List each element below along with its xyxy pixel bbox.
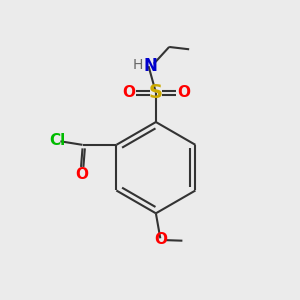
Text: Cl: Cl [49,133,65,148]
Text: S: S [149,83,163,102]
Text: O: O [122,85,135,100]
Text: H: H [133,58,143,72]
Text: O: O [75,167,88,182]
Text: O: O [154,232,167,247]
Text: N: N [144,57,158,75]
Text: O: O [177,85,190,100]
